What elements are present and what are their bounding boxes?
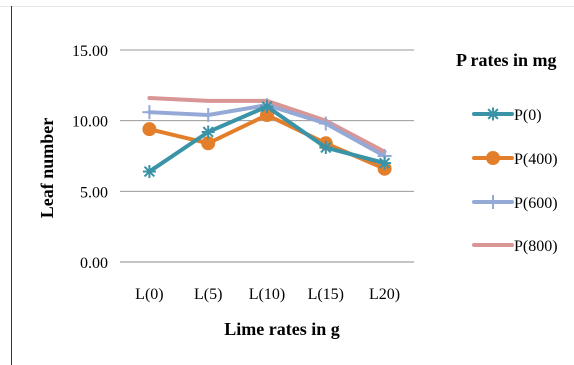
- x-tick-label: L(5): [194, 286, 222, 303]
- data-point: [201, 136, 216, 151]
- data-point: [201, 125, 215, 139]
- y-axis-title: Leaf number: [37, 118, 57, 219]
- legend-item: P(400): [472, 151, 558, 168]
- legend-title: P rates in mg: [456, 50, 557, 70]
- legend-label: P(0): [514, 107, 542, 124]
- y-tick-labels: 0.00 5.00 10.00 15.00: [72, 43, 108, 272]
- legend-label: P(400): [514, 151, 558, 168]
- left-border: [11, 6, 12, 365]
- legend: P(0) P(400) P(600) P(800): [472, 107, 558, 255]
- marker-stroke: [487, 108, 499, 120]
- data-point: [142, 122, 157, 137]
- x-tick-label: L20): [369, 286, 400, 303]
- legend-item: P(0): [472, 107, 542, 124]
- marker-stroke: [379, 157, 391, 169]
- legend-label: P(800): [514, 238, 558, 255]
- series-group: [142, 96, 392, 179]
- y-tick-label: 15.00: [72, 43, 108, 60]
- gridlines: [120, 49, 414, 263]
- data-point: [260, 108, 274, 123]
- x-tick-labels: L(0) L(5) L(10) L(15) L20): [135, 286, 400, 303]
- legend-item: P(800): [472, 238, 558, 255]
- series-p0: [142, 100, 392, 179]
- data-point: [378, 156, 392, 170]
- marker-stroke: [143, 165, 155, 178]
- top-border: [0, 6, 574, 7]
- marker-stroke: [320, 141, 332, 154]
- y-tick-label: 0.00: [80, 255, 108, 272]
- x-tick-label: L(0): [135, 286, 163, 303]
- y-tick-label: 10.00: [72, 114, 108, 131]
- legend-marker: [486, 107, 500, 121]
- y-tick-label: 5.00: [80, 184, 108, 201]
- legend-marker: [486, 151, 500, 165]
- legend-marker: [486, 195, 500, 209]
- x-tick-label: L(15): [308, 286, 344, 303]
- marker-stroke: [261, 100, 273, 113]
- x-axis-title: Lime rates in g: [224, 319, 339, 339]
- data-point: [142, 105, 157, 120]
- data-point: [142, 165, 156, 179]
- series-line: [147, 113, 387, 171]
- data-point: [260, 100, 274, 114]
- legend-label: P(600): [514, 195, 558, 212]
- x-tick-label: L(10): [249, 286, 285, 303]
- data-point: [201, 108, 216, 123]
- data-point: [318, 116, 333, 131]
- legend-item: P(600): [472, 195, 558, 212]
- marker-stroke: [202, 126, 214, 138]
- data-point: [319, 141, 333, 155]
- series-p400: [142, 108, 392, 176]
